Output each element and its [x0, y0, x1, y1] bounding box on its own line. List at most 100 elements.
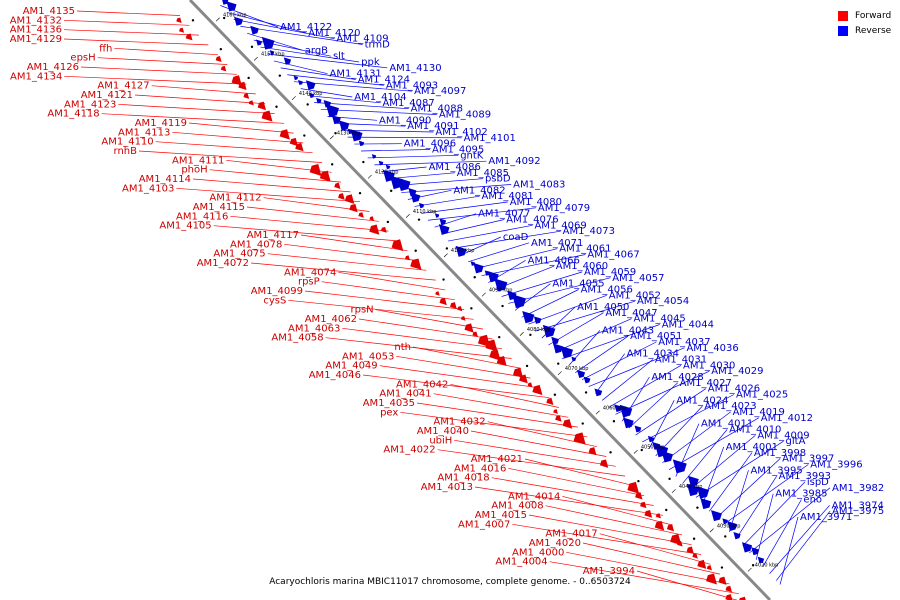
forward-gene-label[interactable]: AM1_4007 — [458, 519, 510, 530]
reverse-gene-label[interactable]: AM1_4067 — [587, 250, 639, 261]
reverse-gene-label[interactable]: AM1_3971 — [800, 512, 852, 523]
reverse-gene-label[interactable]: AM1_4090 — [379, 115, 431, 126]
forward-gene-label[interactable]: AM1_4015 — [475, 510, 527, 521]
reverse-gene-label[interactable]: AM1_4071 — [531, 238, 583, 249]
reverse-gene-label[interactable]: AM1_4031 — [655, 355, 707, 366]
forward-gene-label[interactable]: AM1_4078 — [230, 239, 282, 250]
reverse-gene-label[interactable]: AM1_4104 — [354, 92, 406, 103]
reverse-gene-label[interactable]: AM1_4092 — [488, 156, 540, 167]
reverse-gene-label[interactable]: AM1_4109 — [336, 34, 388, 45]
forward-gene-label[interactable]: AM1_4058 — [271, 333, 323, 344]
reverse-gene-label[interactable]: AM1_4079 — [538, 203, 590, 214]
forward-gene-label[interactable]: AM1_4117 — [247, 230, 299, 241]
reverse-gene-label[interactable]: ppk — [361, 57, 380, 68]
forward-gene-label[interactable]: AM1_4126 — [27, 62, 79, 73]
forward-gene-label[interactable]: AM1_4041 — [379, 389, 431, 400]
forward-gene-label[interactable]: AM1_4116 — [176, 211, 228, 222]
reverse-gene-label[interactable]: AM1_4069 — [534, 220, 586, 231]
reverse-gene-label[interactable]: AM1_4030 — [683, 360, 735, 371]
forward-gene-label[interactable]: AM1_4099 — [251, 286, 303, 297]
forward-gene-label[interactable]: epsH — [70, 53, 95, 64]
reverse-gene-label[interactable]: AM1_4095 — [432, 145, 484, 156]
reverse-gene-label[interactable]: AM1_4054 — [637, 296, 689, 307]
forward-gene-label[interactable]: AM1_4111 — [172, 155, 224, 166]
reverse-gene-label[interactable]: psbD — [485, 174, 511, 185]
reverse-gene-label[interactable]: AM1_4080 — [510, 197, 562, 208]
reverse-gene-label[interactable]: AM1_4055 — [552, 279, 604, 290]
forward-gene-label[interactable]: AM1_4062 — [305, 314, 357, 325]
reverse-gene-label[interactable]: AM1_4037 — [658, 337, 710, 348]
forward-gene-label[interactable]: AM1_4000 — [512, 547, 564, 558]
forward-gene-label[interactable]: pex — [380, 407, 398, 418]
forward-gene-label[interactable]: AM1_4022 — [383, 445, 435, 456]
reverse-gene-label[interactable]: AM1_4027 — [680, 378, 732, 389]
reverse-gene-label[interactable]: slt — [333, 51, 345, 62]
reverse-gene-label[interactable]: AM1_4101 — [464, 133, 516, 144]
forward-gene-label[interactable]: AM1_4123 — [64, 99, 116, 110]
reverse-gene-label[interactable]: AM1_4102 — [435, 127, 487, 138]
forward-gene-label[interactable]: AM1_4032 — [433, 417, 485, 428]
reverse-gene-label[interactable]: AM1_3998 — [754, 448, 806, 459]
forward-gene-label[interactable]: ffh — [99, 43, 112, 54]
reverse-gene-label[interactable]: gltA — [786, 436, 806, 447]
forward-gene-label[interactable]: AM1_4136 — [10, 25, 62, 36]
reverse-gene-label[interactable]: AM1_4083 — [513, 180, 565, 191]
reverse-gene-label[interactable]: eno — [803, 495, 822, 506]
reverse-gene-label[interactable]: AM1_4081 — [482, 191, 534, 202]
forward-gene-label[interactable]: rpsN — [351, 305, 374, 316]
reverse-gene-label[interactable]: AM1_4026 — [708, 384, 760, 395]
reverse-gene-label[interactable]: AM1_3993 — [779, 471, 831, 482]
reverse-gene-label[interactable]: AM1_4061 — [559, 244, 611, 255]
reverse-gene-label[interactable]: AM1_4082 — [453, 185, 505, 196]
forward-gene-label[interactable]: AM1_4014 — [508, 491, 560, 502]
reverse-gene-label[interactable]: AM1_4019 — [733, 407, 785, 418]
reverse-gene-label[interactable]: AM1_3997 — [782, 454, 834, 465]
reverse-gene-label[interactable]: AM1_4060 — [556, 261, 608, 272]
forward-gene-label[interactable]: AM1_4075 — [213, 249, 265, 260]
forward-gene-label[interactable]: AM1_4020 — [529, 538, 581, 549]
reverse-gene-label[interactable]: AM1_4093 — [386, 80, 438, 91]
reverse-gene-label[interactable]: AM1_4076 — [506, 215, 558, 226]
forward-gene-label[interactable]: AM1_4046 — [309, 370, 361, 381]
reverse-gene-label[interactable]: AM1_4010 — [729, 425, 781, 436]
forward-gene-label[interactable]: AM1_4110 — [101, 137, 153, 148]
forward-gene-label[interactable]: AM1_4017 — [545, 529, 597, 540]
reverse-gene-label[interactable]: AM1_4025 — [736, 390, 788, 401]
reverse-gene-label[interactable]: AM1_4034 — [627, 349, 679, 360]
reverse-gene-label[interactable]: AM1_4089 — [439, 110, 491, 121]
reverse-gene-label[interactable]: AM1_4001 — [726, 442, 778, 453]
forward-gene-label[interactable]: AM1_4118 — [47, 109, 99, 120]
reverse-gene-label[interactable]: AM1_4056 — [581, 285, 633, 296]
reverse-gene-label[interactable]: AM1_4050 — [577, 302, 629, 313]
reverse-gene-label[interactable]: AM1_4122 — [280, 22, 332, 33]
forward-gene-label[interactable]: AM1_4074 — [284, 267, 336, 278]
forward-gene-label[interactable]: AM1_3994 — [583, 566, 635, 577]
reverse-gene-label[interactable]: AM1_4130 — [389, 63, 441, 74]
reverse-gene-label[interactable]: AM1_4047 — [605, 308, 657, 319]
forward-gene-label[interactable]: cysS — [263, 295, 286, 306]
reverse-gene-label[interactable]: AM1_4066 — [528, 255, 580, 266]
forward-gene-label[interactable]: phoH — [181, 165, 207, 176]
forward-gene-label[interactable]: AM1_4053 — [342, 351, 394, 362]
reverse-gene-label[interactable]: AM1_4028 — [651, 372, 703, 383]
forward-gene-label[interactable]: AM1_4021 — [471, 454, 523, 465]
reverse-gene-label[interactable]: AM1_4023 — [704, 401, 756, 412]
forward-gene-label[interactable]: AM1_4105 — [159, 221, 211, 232]
reverse-gene-label[interactable]: AM1_4057 — [612, 273, 664, 284]
reverse-gene-label[interactable]: AM1_4124 — [358, 75, 410, 86]
forward-gene-label[interactable]: AM1_4127 — [97, 81, 149, 92]
forward-gene-label[interactable]: AM1_4040 — [417, 426, 469, 437]
forward-gene-label[interactable]: AM1_4016 — [454, 463, 506, 474]
reverse-gene-label[interactable]: AM1_4087 — [382, 98, 434, 109]
reverse-gene-label[interactable]: AM1_4120 — [308, 28, 360, 39]
forward-gene-label[interactable]: AM1_4113 — [118, 127, 170, 138]
reverse-gene-label[interactable]: AM1_4051 — [630, 331, 682, 342]
forward-gene-label[interactable]: AM1_4008 — [491, 501, 543, 512]
forward-gene-label[interactable]: AM1_4049 — [325, 361, 377, 372]
reverse-gene-label[interactable]: AM1_4036 — [686, 343, 738, 354]
reverse-gene-label[interactable]: AM1_3982 — [832, 483, 884, 494]
forward-gene-label[interactable]: AM1_4013 — [421, 482, 473, 493]
forward-gene-label[interactable]: AM1_4063 — [288, 323, 340, 334]
forward-gene-label[interactable]: AM1_4119 — [135, 118, 187, 129]
reverse-gene-label[interactable]: AM1_4012 — [761, 413, 813, 424]
